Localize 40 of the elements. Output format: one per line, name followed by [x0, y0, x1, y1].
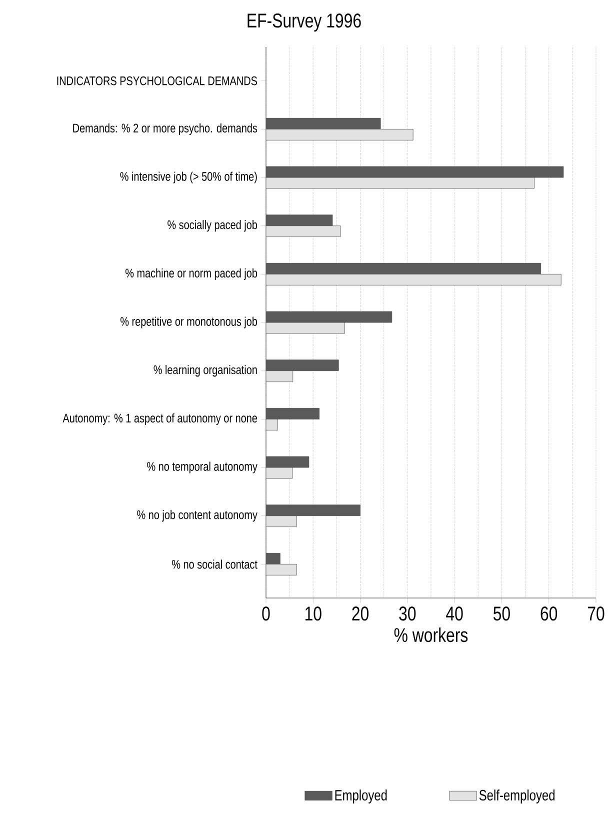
y-tick-label: % intensive job (> 50% of time)	[120, 172, 257, 184]
bar	[266, 552, 280, 564]
x-tick-label: 20	[352, 606, 369, 621]
bar	[266, 504, 360, 516]
bar	[266, 274, 562, 286]
bar	[266, 311, 392, 323]
x-tick-label: 10	[305, 606, 322, 621]
y-tick-label: % no social contact	[172, 560, 258, 569]
legend-label: Self-employed	[479, 790, 554, 804]
x-axis-title: % workers	[394, 627, 468, 642]
bar	[266, 177, 534, 189]
bar	[266, 166, 564, 178]
y-tick-label: % repetitive or monotonous job	[120, 316, 258, 328]
y-tick-label: % learning organisation	[154, 365, 257, 377]
bar	[266, 118, 381, 130]
y-tick-label: % no temporal autonomy	[147, 462, 258, 474]
y-tick-label: % machine or norm paced job	[125, 268, 258, 280]
bar	[266, 262, 542, 274]
bar	[266, 516, 297, 528]
y-tick-label: % no job content autonomy	[137, 510, 258, 522]
x-tick-label: 0	[262, 606, 270, 621]
chart-title: EF-Survey 1996	[248, 14, 361, 32]
y-tick-label: Demands: % 2 or more psycho. demands	[73, 123, 258, 135]
bar	[266, 408, 320, 420]
x-tick-label: 60	[540, 606, 558, 621]
bar	[266, 214, 333, 226]
x-tick-label: 30	[399, 606, 416, 621]
legend-label: Employed	[335, 790, 387, 804]
bar	[266, 322, 345, 334]
bar	[266, 564, 297, 576]
x-tick-label: 70	[588, 606, 604, 621]
bar	[266, 128, 414, 140]
bar	[266, 360, 339, 372]
y-tick-label: INDICATORS PSYCHOLOGICAL DEMANDS	[57, 76, 258, 86]
x-tick-label: 40	[446, 606, 463, 621]
y-tick-label: Autonomy: % 1 aspect of autonomy or none	[62, 413, 258, 425]
y-tick-label: % socially paced job	[168, 220, 258, 232]
bar	[266, 370, 294, 382]
x-tick-label: 50	[493, 606, 510, 621]
bar	[266, 226, 341, 238]
